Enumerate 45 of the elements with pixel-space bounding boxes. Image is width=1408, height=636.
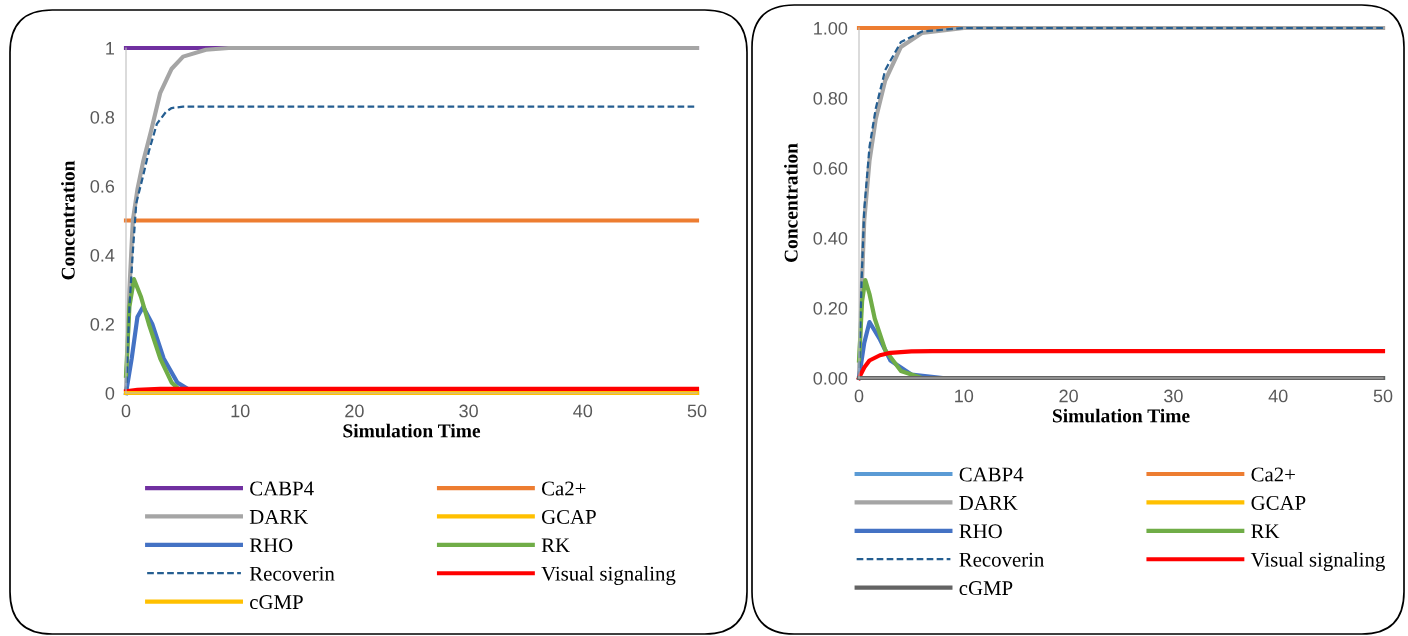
legend-label: RHO (959, 524, 1002, 539)
x-tick-label: 0 (121, 404, 131, 418)
legend-label: Ca2+ (1251, 467, 1295, 482)
y-tick-label: 0.6 (90, 179, 115, 193)
legend-label: Ca2+ (541, 481, 586, 496)
y-tick-label: 0.40 (813, 231, 848, 245)
x-tick-label: 20 (345, 404, 364, 418)
y-tick-label: 0.8 (90, 110, 115, 124)
x-tick-label: 10 (955, 389, 974, 403)
legend-label: CABP4 (250, 481, 314, 496)
y-tick-label: 0.4 (90, 248, 115, 262)
legend-label: RK (541, 538, 570, 553)
y-tick-label: 0.60 (813, 161, 848, 175)
x-tick-label: 30 (1164, 389, 1183, 403)
legend-label: CABP4 (959, 467, 1024, 482)
x-axis-title: Simulation Time (343, 423, 481, 438)
legend-label: DARK (249, 509, 309, 524)
y-axis-title: Concentration (61, 160, 75, 280)
legend-label: RK (1251, 524, 1280, 539)
y-tick-label: 1 (106, 42, 115, 55)
legend-label: RHO (249, 538, 293, 553)
legend-label: Visual signaling (1250, 552, 1385, 572)
x-tick-label: 30 (459, 404, 478, 418)
y-tick-label: 0.80 (813, 91, 848, 105)
x-tick-label: 50 (687, 404, 707, 418)
x-tick-label: 50 (1373, 389, 1393, 403)
legend-label: cGMP (959, 581, 1013, 596)
x-tick-label: 20 (1059, 389, 1078, 403)
y-tick-label: 0.2 (90, 317, 114, 331)
y-axis-title: Concentration (784, 143, 798, 262)
legend-label: Recoverin (249, 566, 335, 581)
y-tick-label: 0.20 (813, 301, 848, 315)
x-tick-label: 40 (1268, 389, 1288, 403)
x-tick-label: 0 (854, 389, 864, 403)
legend-label: Visual signaling (541, 566, 676, 586)
legend-label: GCAP (541, 509, 596, 524)
legend-label: DARK (959, 495, 1018, 510)
x-axis-title: Simulation Time (1052, 408, 1190, 423)
x-tick-label: 40 (573, 404, 593, 418)
y-tick-label: 1.00 (814, 21, 848, 35)
legend-label: cGMP (250, 595, 303, 610)
y-tick-label: 0.00 (813, 371, 848, 385)
x-tick-label: 10 (231, 404, 250, 418)
legend-label: Recoverin (959, 552, 1045, 567)
legend-label: GCAP (1251, 495, 1306, 510)
